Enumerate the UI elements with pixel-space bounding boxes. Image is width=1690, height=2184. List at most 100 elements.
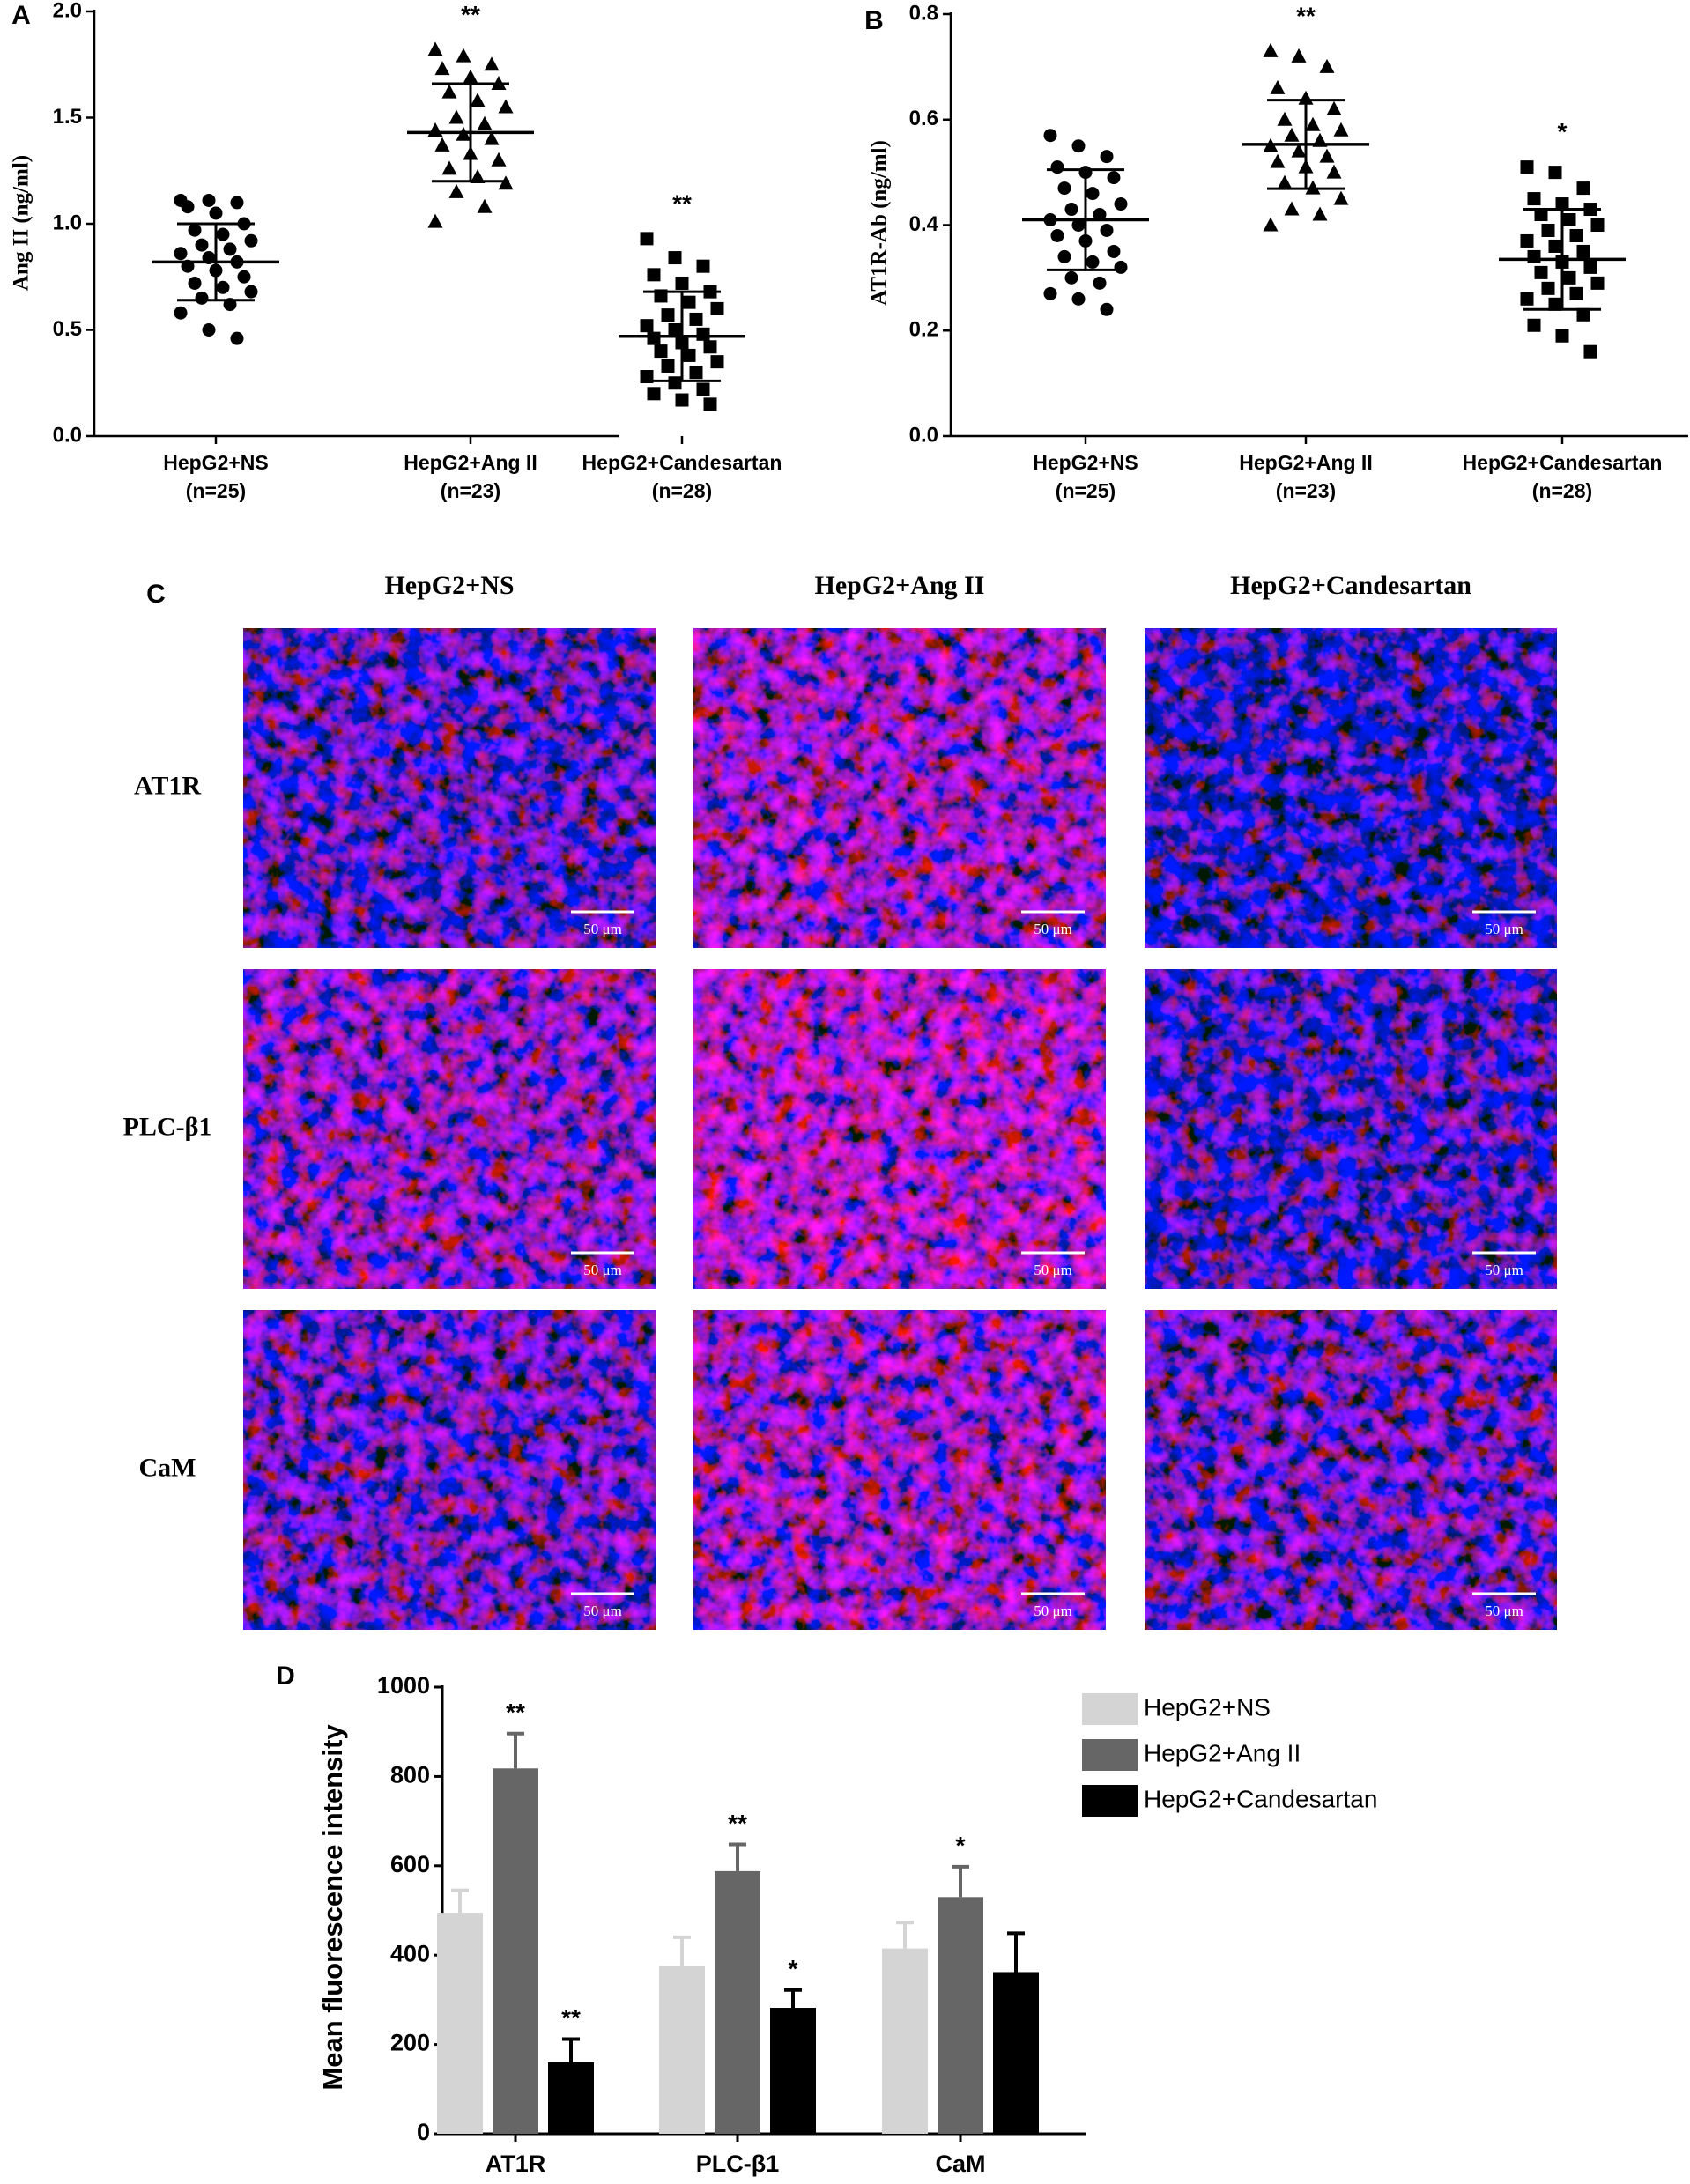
bar xyxy=(882,1948,928,2134)
y-tick-label: 600 xyxy=(390,1851,430,1877)
y-axis-label: Mean fluorescence intensity xyxy=(317,1724,348,2091)
y-tick-label: 0.4 xyxy=(909,212,939,236)
row-label: PLC-β1 xyxy=(123,1112,212,1141)
data-point xyxy=(195,238,209,252)
significance: ** xyxy=(561,2004,581,2032)
data-point xyxy=(1064,270,1078,285)
micrograph xyxy=(1145,969,1557,1289)
data-point xyxy=(1263,217,1279,232)
y-tick-label: 1.5 xyxy=(53,105,82,129)
x-tick-label: HepG2+Ang II xyxy=(404,451,537,474)
data-point xyxy=(202,323,216,337)
data-point xyxy=(230,196,244,210)
data-point xyxy=(668,323,682,337)
data-point xyxy=(1548,297,1562,311)
bar xyxy=(548,2062,594,2134)
data-point xyxy=(1333,122,1349,137)
data-point xyxy=(498,99,514,114)
data-point xyxy=(477,115,493,130)
data-point xyxy=(202,193,216,207)
data-point xyxy=(1270,153,1286,168)
x-tick-label: HepG2+NS xyxy=(163,451,269,474)
micrograph xyxy=(243,1310,656,1630)
data-point xyxy=(1319,148,1335,163)
data-point xyxy=(491,152,507,167)
data-point xyxy=(1590,276,1605,290)
data-point xyxy=(710,301,724,315)
y-tick-label: 0.5 xyxy=(53,317,82,341)
data-point xyxy=(1520,233,1534,248)
data-point xyxy=(427,122,443,137)
data-point xyxy=(237,270,251,284)
x-tick-label: HepG2+Ang II xyxy=(1239,451,1372,474)
micrograph xyxy=(693,1310,1106,1630)
data-point xyxy=(1590,218,1605,232)
bar xyxy=(715,1870,760,2134)
data-point xyxy=(1583,344,1597,359)
data-point xyxy=(1107,244,1121,258)
scale-bar-label: 50 μm xyxy=(1034,1262,1072,1278)
bar xyxy=(493,1768,538,2134)
data-point xyxy=(696,259,710,273)
significance: ** xyxy=(728,1810,747,1837)
data-point xyxy=(675,276,689,290)
y-tick-label: 0.0 xyxy=(909,423,938,447)
micrograph xyxy=(693,969,1106,1289)
panel-label: D xyxy=(276,1662,295,1691)
micrograph xyxy=(1145,1310,1557,1630)
data-point xyxy=(1050,228,1064,242)
data-point xyxy=(209,206,223,220)
y-tick-label: 2.0 xyxy=(53,0,82,22)
legend-label: HepG2+Ang II xyxy=(1144,1739,1301,1766)
data-point xyxy=(710,355,724,369)
y-tick-label: 0.6 xyxy=(909,107,938,130)
legend-label: HepG2+NS xyxy=(1144,1693,1271,1721)
data-point xyxy=(1050,160,1064,174)
data-point xyxy=(477,198,493,213)
data-point xyxy=(1100,150,1114,164)
data-point xyxy=(1107,171,1121,185)
data-point xyxy=(1071,139,1086,153)
panel-label: B xyxy=(864,6,884,35)
y-tick-label: 800 xyxy=(390,1762,430,1788)
y-tick-label: 1000 xyxy=(377,1672,430,1699)
scale-bar-label: 50 μm xyxy=(1034,1603,1072,1619)
data-point xyxy=(1527,318,1541,332)
data-point xyxy=(668,376,682,390)
y-tick-label: 0.8 xyxy=(909,1,938,25)
significance: * xyxy=(956,1832,966,1859)
x-tick-label: AT1R xyxy=(486,2151,546,2177)
scale-bar-label: 50 μm xyxy=(1034,921,1072,937)
data-point xyxy=(174,247,188,261)
data-point xyxy=(675,393,689,407)
data-point xyxy=(1114,260,1128,274)
data-point xyxy=(434,61,450,76)
data-point xyxy=(1057,249,1071,263)
column-label: HepG2+Candesartan xyxy=(1230,571,1471,600)
data-point xyxy=(1071,292,1086,306)
micrograph xyxy=(243,969,656,1289)
x-tick-label: HepG2+Candesartan xyxy=(582,451,782,474)
data-point xyxy=(448,183,464,198)
data-point xyxy=(1114,197,1128,211)
data-point xyxy=(703,397,717,411)
micrograph xyxy=(1145,628,1557,948)
y-tick-label: 400 xyxy=(390,1940,430,1966)
data-point xyxy=(1277,174,1293,189)
data-point xyxy=(1291,48,1307,63)
data-point xyxy=(1576,307,1590,322)
data-point xyxy=(1326,164,1342,179)
significance: * xyxy=(789,1955,798,1982)
data-point xyxy=(1562,213,1576,227)
data-point xyxy=(696,382,710,396)
data-point xyxy=(441,84,457,99)
data-point xyxy=(1520,160,1534,174)
scale-bar-label: 50 μm xyxy=(1485,921,1523,937)
data-point xyxy=(188,276,202,290)
y-tick-label: 1.0 xyxy=(53,211,82,234)
significance: ** xyxy=(506,1699,525,1726)
row-label: CaM xyxy=(139,1453,196,1482)
data-point xyxy=(1576,181,1590,196)
bar xyxy=(659,1966,705,2134)
data-point xyxy=(244,285,258,299)
